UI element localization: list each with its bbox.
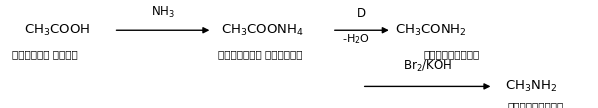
Text: अमोनियम एसीटेट: अमोनियम एसीटेट: [218, 49, 303, 59]
Text: D: D: [357, 7, 367, 20]
Text: -H$_2$O: -H$_2$O: [342, 32, 370, 46]
Text: CH$_3$NH$_2$: CH$_3$NH$_2$: [505, 79, 557, 94]
Text: CH$_3$COONH$_4$: CH$_3$COONH$_4$: [221, 23, 304, 38]
Text: एसीटैमाइड: एसीटैमाइड: [423, 49, 480, 59]
Text: Br$_2$/KOH: Br$_2$/KOH: [403, 59, 452, 74]
Text: NH$_3$: NH$_3$: [151, 5, 175, 20]
Text: मेथिलेमीन: मेथिलेमीन: [507, 101, 563, 108]
Text: एसीटिक अम्ल: एसीटिक अम्ल: [12, 49, 78, 59]
Text: CH$_3$COOH: CH$_3$COOH: [24, 23, 90, 38]
Text: CH$_3$CONH$_2$: CH$_3$CONH$_2$: [395, 23, 466, 38]
